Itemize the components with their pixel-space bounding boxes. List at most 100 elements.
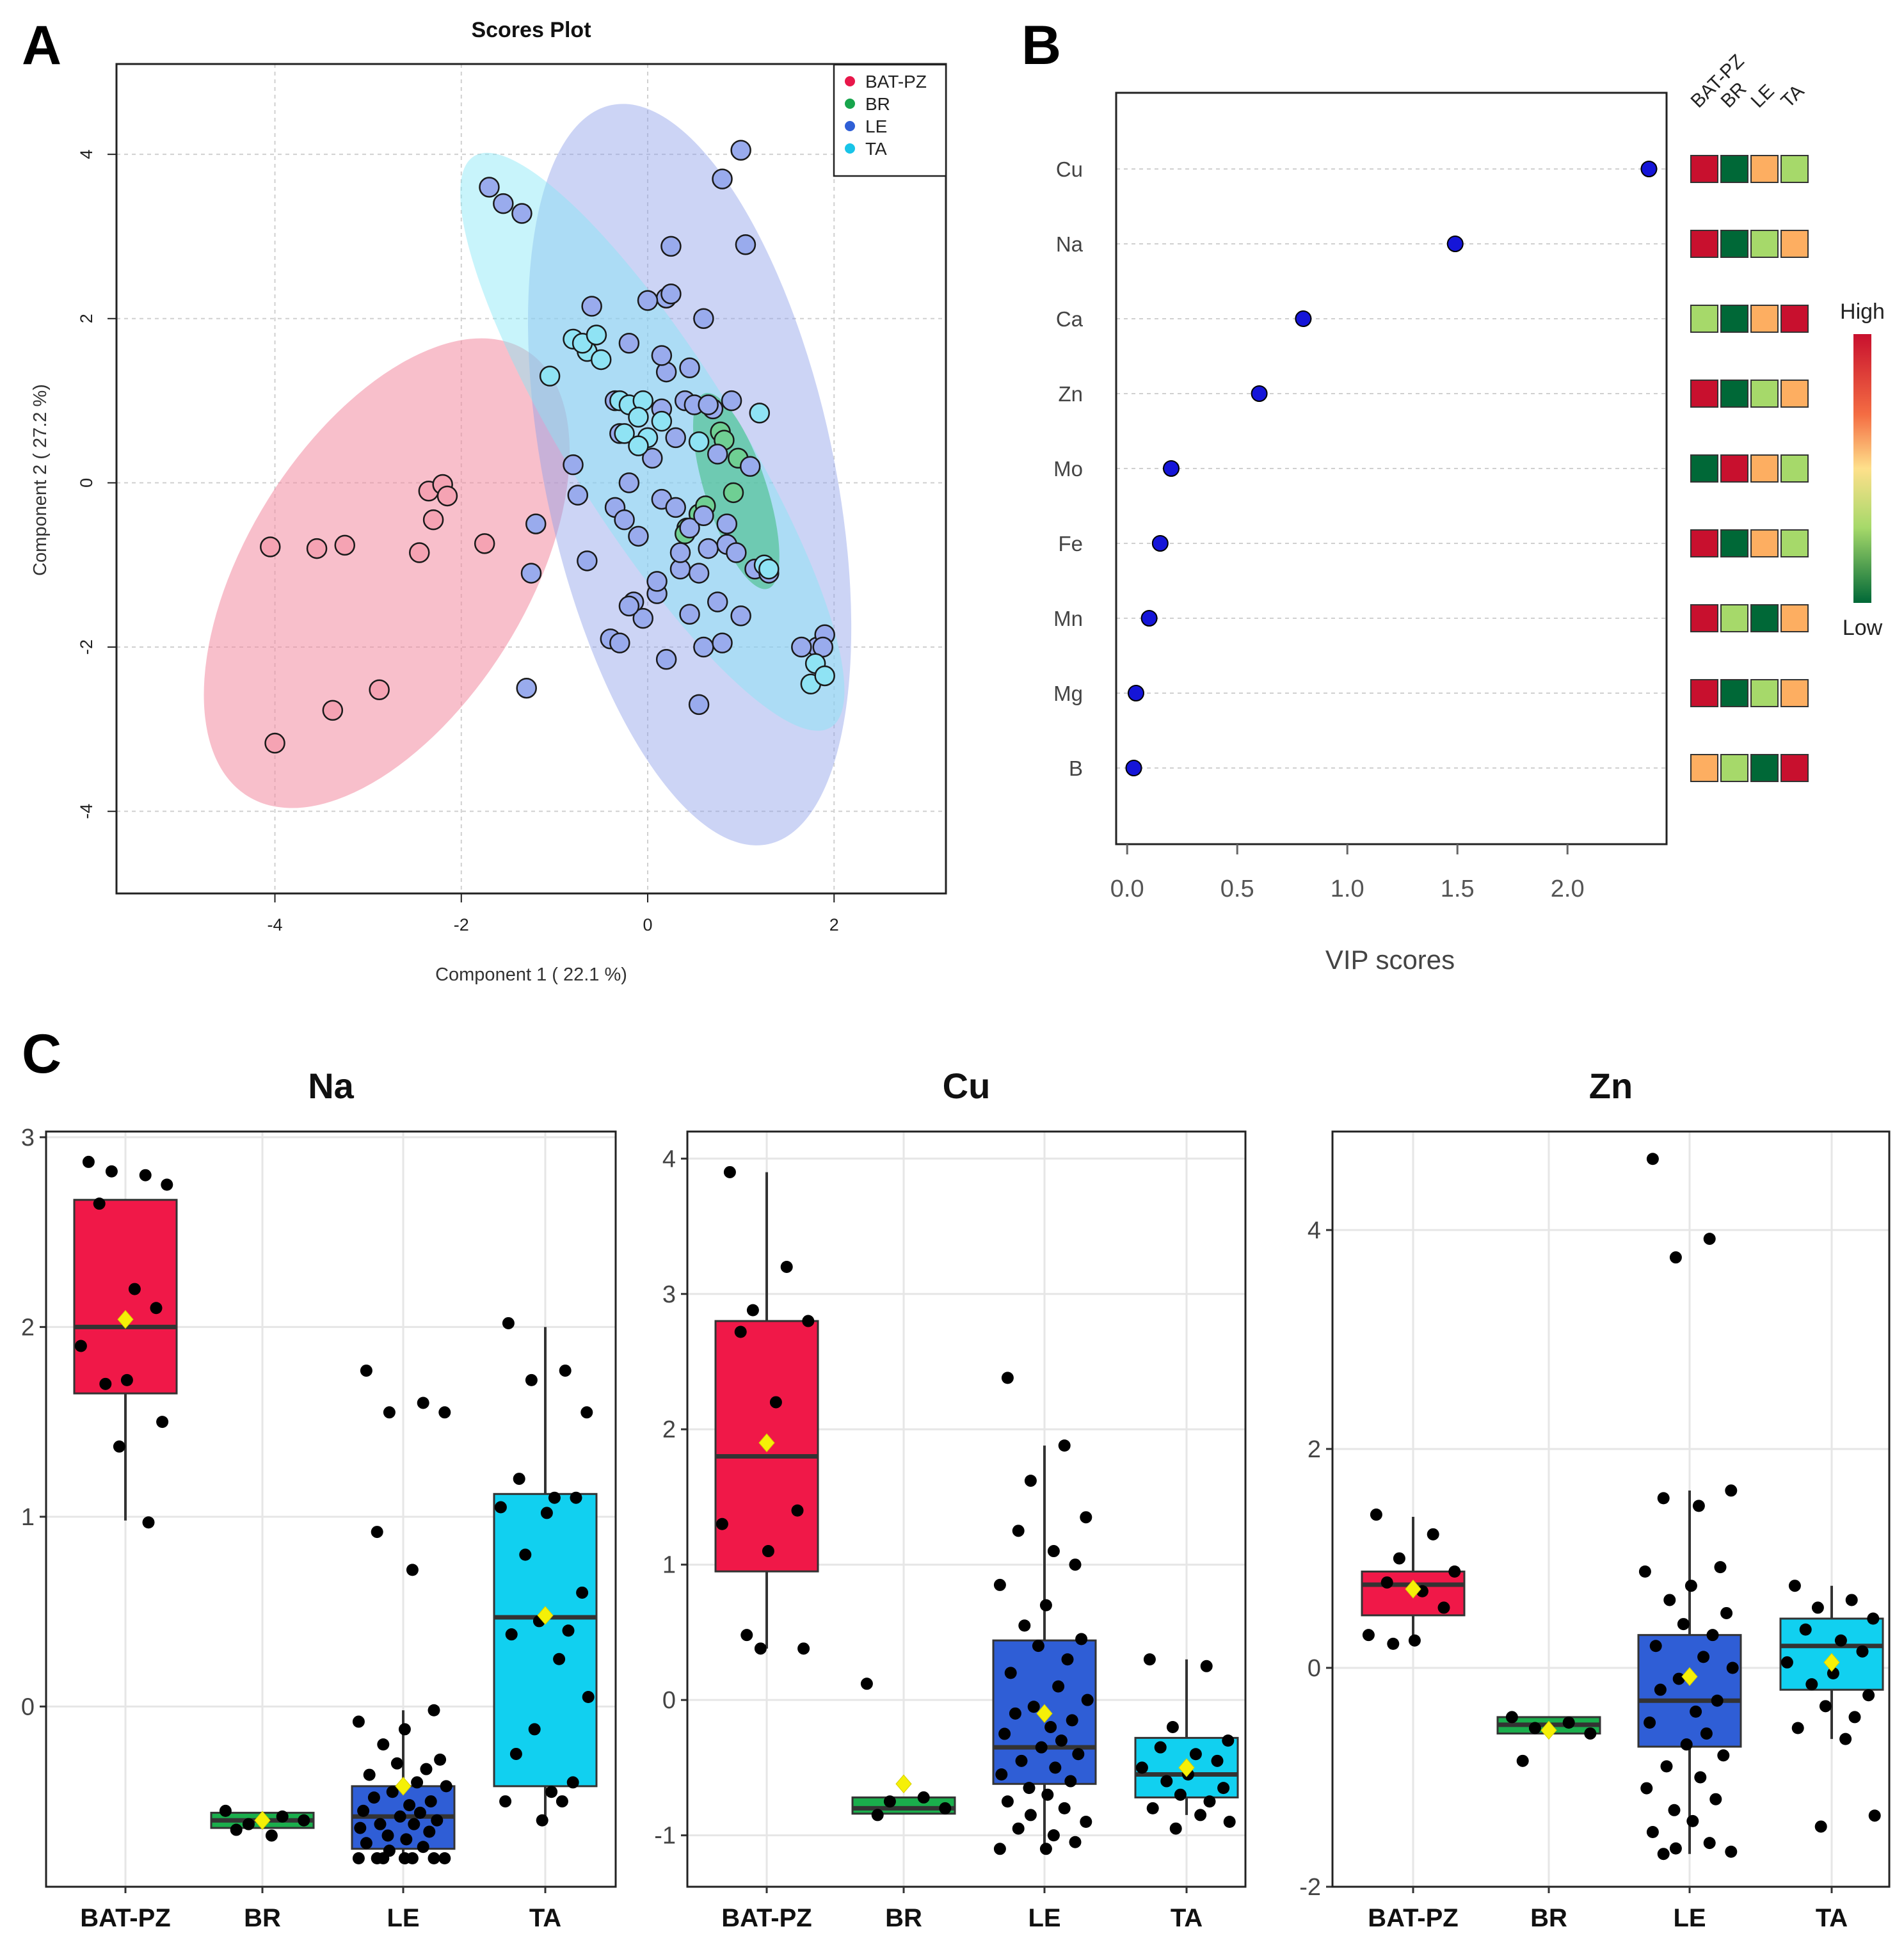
box-category-label: TA: [1171, 1904, 1203, 1932]
box-mean-marker: [1036, 1704, 1053, 1724]
scores-tick-label-y: 2: [77, 314, 96, 323]
heatmap-cell: [1720, 604, 1748, 632]
box-data-point: [1211, 1754, 1224, 1767]
score-point-le: [693, 505, 714, 526]
legend-label: LE: [865, 116, 887, 136]
box-data-point: [1064, 1775, 1077, 1788]
score-point-le: [707, 591, 728, 612]
box-data-point: [762, 1545, 774, 1558]
box-data-point: [1677, 1618, 1690, 1631]
box-data-point: [1166, 1720, 1179, 1733]
box-body: [714, 1320, 819, 1573]
box-data-point: [582, 1691, 595, 1704]
box-tick-label-y: 3: [662, 1281, 676, 1308]
box-category-label: BR: [244, 1904, 281, 1932]
box-data-point: [424, 1795, 437, 1808]
box-category-label: TA: [1816, 1904, 1848, 1932]
vip-feature-labels: Cu Na Ca Zn Mo Fe Mn Mg B: [1053, 157, 1083, 780]
vip-tick-label: 2.0: [1551, 876, 1585, 902]
vip-plot: Cu Na Ca Zn Mo Fe Mn Mg B 0.0 0.5 1.0 1.5 2.0 VIP sc…: [1053, 51, 1885, 975]
score-point-ta: [539, 365, 561, 387]
box-tick-label-y: 4: [1308, 1217, 1321, 1244]
box-data-point: [1720, 1606, 1733, 1619]
box-body: [73, 1199, 178, 1395]
score-point-bat-pz: [260, 536, 281, 557]
box-tick-label-y: 3: [21, 1125, 35, 1151]
box-data-point: [360, 1365, 372, 1377]
score-point-le: [730, 140, 751, 161]
box-data-point: [1528, 1722, 1541, 1734]
box-data-point: [1203, 1795, 1216, 1808]
box-data-point: [1069, 1558, 1082, 1571]
box-data-point: [1780, 1656, 1793, 1669]
box-plot-na: Na 0 1 2 3 BAT-PZ BR LE TA: [21, 1066, 617, 1932]
vip-feature-label: Mo: [1053, 457, 1083, 481]
score-point-bat-pz: [369, 679, 390, 701]
box-category-label: BR: [1530, 1904, 1567, 1932]
box-data-point: [276, 1810, 289, 1823]
box-data-point: [1562, 1716, 1575, 1729]
box-data-point: [1814, 1820, 1827, 1833]
box-data-point: [440, 1780, 452, 1793]
box-data-point: [1081, 1693, 1094, 1706]
scores-tick-label-y: -2: [77, 639, 96, 655]
ellipse-le: [527, 104, 852, 845]
box-data-point: [1041, 1788, 1054, 1801]
box-data-point: [352, 1852, 365, 1865]
box-plot-frame: [45, 1130, 617, 1888]
score-point-ta: [758, 558, 780, 580]
score-point-ta: [651, 410, 673, 432]
box-data-point: [1692, 1500, 1705, 1512]
box-data-point: [1868, 1809, 1881, 1822]
score-point-le: [712, 632, 733, 653]
box-tick-label-y: 2: [21, 1314, 35, 1341]
score-point-bat-pz: [322, 700, 344, 721]
vip-tick-label: 0.5: [1220, 876, 1254, 902]
box-data-point: [1646, 1153, 1659, 1165]
box-data-point: [1047, 1545, 1060, 1558]
box-plot-frame: [1331, 1130, 1891, 1888]
scores-tick-label-x: -2: [454, 915, 469, 934]
score-point-ta: [688, 431, 710, 452]
confidence-ellipses: [204, 104, 852, 845]
box-data-point: [420, 1763, 433, 1775]
box-tick-label-y: 4: [662, 1146, 676, 1173]
heatmap-cell: [1780, 679, 1809, 707]
box-data-point: [1039, 1599, 1052, 1612]
box-body: [851, 1796, 956, 1815]
box-tick-label-y: 0: [1308, 1655, 1321, 1682]
scores-plot: Scores Plot -4 -2 0 2 -4 -2 0 2 4 Component 1 ( …: [30, 18, 947, 985]
scores-plot-ticks: -4 -2 0 2 -4 -2 0 2 4: [77, 150, 839, 934]
box-data-point: [128, 1283, 141, 1295]
box-mean-marker: [1405, 1580, 1421, 1599]
box-data-point: [1370, 1509, 1382, 1521]
box-data-point: [519, 1548, 532, 1561]
box-data-point: [1584, 1727, 1597, 1740]
box-data-point: [371, 1526, 383, 1539]
box-category-label: LE: [1028, 1904, 1060, 1932]
heatmap-cell: [1690, 380, 1718, 408]
box-data-point: [1055, 1734, 1068, 1747]
box-data-point: [1811, 1601, 1824, 1614]
box-data-point: [1827, 1667, 1839, 1680]
box-data-point: [1663, 1594, 1676, 1606]
vip-feature-label: Fe: [1058, 532, 1083, 556]
vip-feature-label: B: [1069, 756, 1083, 780]
box-data-point: [99, 1377, 112, 1390]
heatmap-cell: [1750, 529, 1779, 557]
score-point-bat-pz: [334, 534, 356, 556]
score-point-le: [679, 517, 700, 539]
heatmap-cell: [1780, 155, 1809, 183]
box-body: [1637, 1634, 1742, 1748]
box-data-point: [408, 1818, 420, 1830]
box-mean-marker: [895, 1774, 912, 1794]
heatmap-header: TA: [1777, 81, 1809, 112]
scores-tick-label-x: 2: [829, 915, 839, 934]
box-tick-label-y: 2: [662, 1416, 676, 1443]
box-data-point: [716, 1517, 728, 1530]
score-point-ta: [614, 423, 635, 444]
vip-xlabel: VIP scores: [1325, 945, 1455, 975]
box-data-point: [105, 1165, 118, 1178]
box-data-point: [1646, 1825, 1659, 1838]
box-data-point: [1654, 1683, 1667, 1696]
